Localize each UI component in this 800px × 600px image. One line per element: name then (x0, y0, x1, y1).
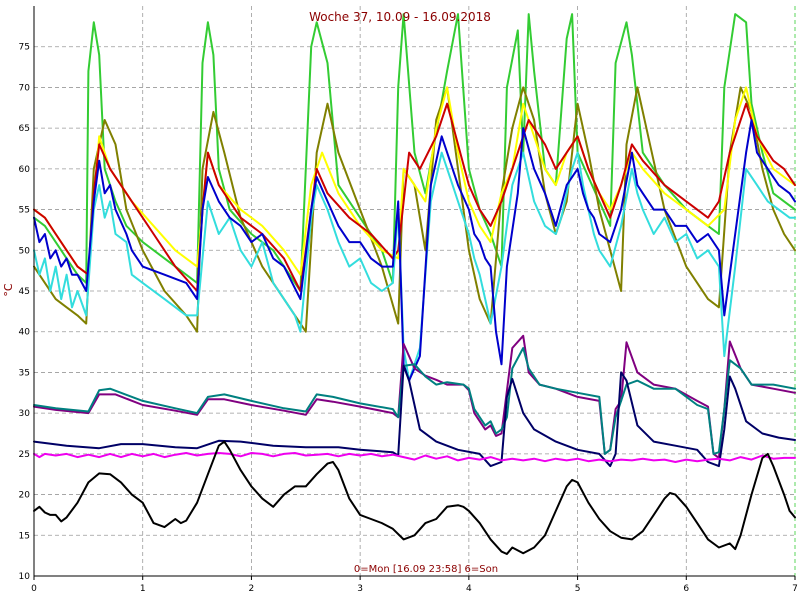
series-line-11 (33, 440, 796, 555)
y-tick-label: 65 (19, 124, 30, 134)
y-tick-label: 30 (19, 409, 31, 419)
series-line-3 (33, 86, 796, 276)
y-tick-label: 35 (19, 368, 30, 378)
y-tick-label: 45 (19, 287, 30, 297)
series-line-9 (33, 364, 796, 468)
y-axis-label: °C (2, 283, 15, 297)
y-tick-label: 70 (19, 83, 31, 93)
x-tick-label: 0 (31, 584, 37, 594)
y-tick-label: 55 (19, 206, 30, 216)
chart-title: Woche 37, 10.09 - 16.09.2018 (309, 10, 491, 24)
y-tick-label: 50 (19, 246, 31, 256)
series-line-2 (33, 86, 796, 333)
x-tick-label: 2 (249, 584, 255, 594)
grid (34, 6, 796, 577)
series-line-6 (33, 119, 796, 382)
x-tick-label: 6 (683, 584, 689, 594)
y-tick-label: 75 (19, 43, 30, 53)
x-tick-label: 1 (140, 584, 146, 594)
y-tick-label: 40 (19, 328, 31, 338)
x-tick-label: 4 (466, 584, 472, 594)
y-tick-label: 10 (19, 572, 31, 582)
y-tick-label: 25 (19, 450, 30, 460)
series-line-4 (33, 102, 796, 292)
series-line-7 (33, 334, 796, 459)
y-tick-label: 15 (19, 531, 30, 541)
x-tick-label: 3 (357, 584, 363, 594)
x-tick-label: 7 (792, 584, 798, 594)
x-tick-label: 5 (575, 584, 581, 594)
series-group (33, 13, 796, 555)
series-line-8 (33, 347, 796, 455)
series-line-10 (33, 452, 796, 463)
chart-footer: 0=Mon [16.09 23:58] 6=Son (354, 564, 498, 575)
y-tick-label: 20 (19, 491, 31, 501)
y-tick-label: 60 (19, 165, 31, 175)
